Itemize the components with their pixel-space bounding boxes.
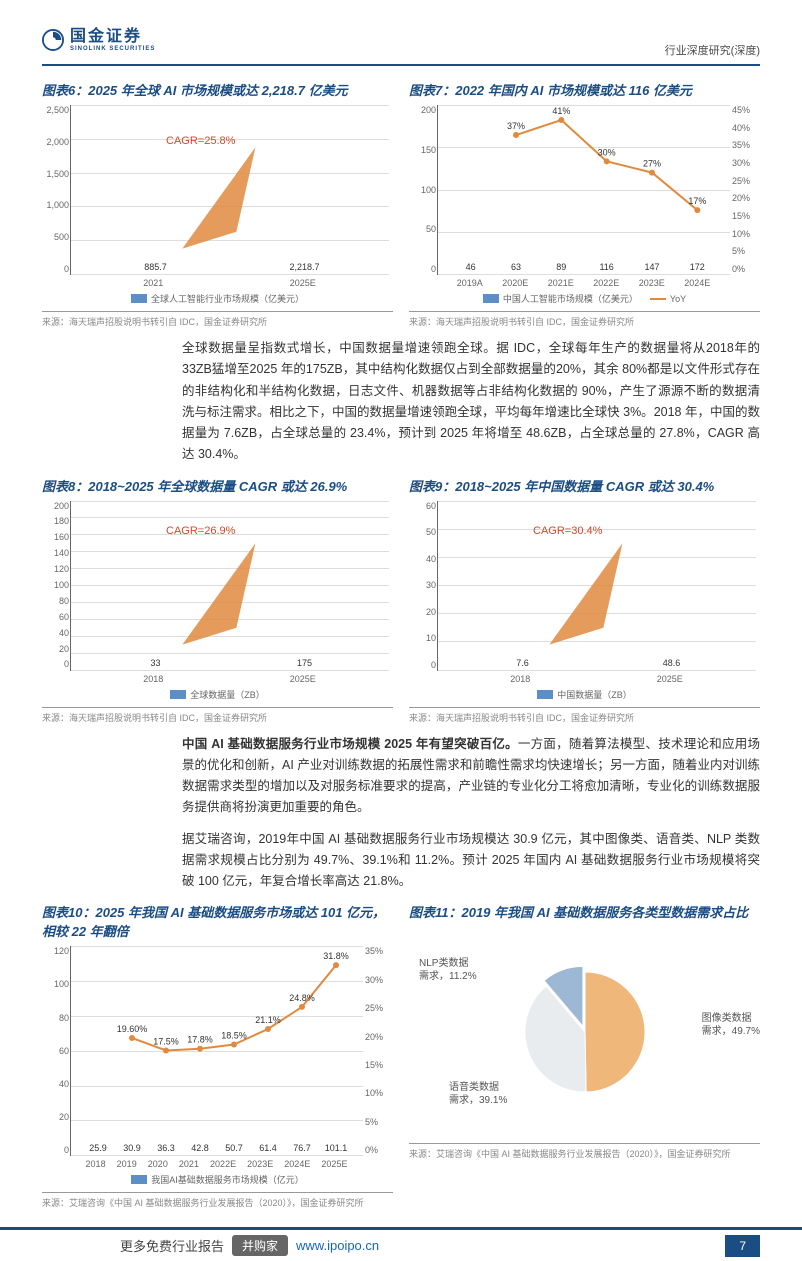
chart7: 200150100500 45%40%35%30%25%20%15%10%5%0… xyxy=(437,105,730,275)
chart6: 2,5002,0001,5001,0005000 CAGR=25.8% 885.… xyxy=(70,105,389,275)
chart9-title: 图表9：2018~2025 年中国数据量 CAGR 或达 30.4% xyxy=(409,476,760,495)
logo-cn: 国金证券 xyxy=(70,28,155,46)
para2-bold: 中国 AI 基础数据服务行业市场规模 2025 年有望突破百亿。 xyxy=(182,737,518,751)
svg-text:21.1%: 21.1% xyxy=(255,1015,281,1025)
page-number: 7 xyxy=(725,1235,760,1257)
logo-icon xyxy=(42,29,64,51)
chart11-block: 图表11：2019 年我国 AI 基础数据服务各类型数据需求占比 NLP类数据需… xyxy=(409,902,760,1209)
chart6-block: 图表6：2025 年全球 AI 市场规模或达 2,218.7 亿美元 2,500… xyxy=(42,80,393,328)
logo: 国金证券 SINOLINK SECURITIES xyxy=(42,28,155,52)
svg-text:31.8%: 31.8% xyxy=(323,951,349,961)
chart8-title: 图表8：2018~2025 年全球数据量 CAGR 或达 26.9% xyxy=(42,476,393,495)
pie-label-voice: 语音类数据需求，39.1% xyxy=(449,1081,507,1107)
svg-text:17.8%: 17.8% xyxy=(187,1035,213,1045)
chart9-block: 图表9：2018~2025 年中国数据量 CAGR 或达 30.4% 60504… xyxy=(409,476,760,724)
svg-text:17.5%: 17.5% xyxy=(153,1037,179,1047)
chart9-source: 来源：海天瑞声招股说明书转引自 IDC，国金证券研究所 xyxy=(409,707,760,724)
chart11-title: 图表11：2019 年我国 AI 基础数据服务各类型数据需求占比 xyxy=(409,902,760,921)
footer-url[interactable]: www.ipoipo.cn xyxy=(296,1238,379,1253)
chart7-legend-bar: 中国人工智能市场规模（亿美元） xyxy=(503,292,638,305)
paragraph-1: 全球数据量呈指数式增长，中国数据量增速领跑全球。据 IDC，全球每年生产的数据量… xyxy=(182,338,760,466)
chart11-source: 来源：艾瑞咨询《中国 AI 基础数据服务行业发展报告（2020）》，国金证券研究… xyxy=(409,1143,760,1160)
chart6-legend: 全球人工智能行业市场规模（亿美元） xyxy=(151,292,304,305)
svg-text:19.60%: 19.60% xyxy=(117,1024,148,1034)
footer-text: 更多免费行业报告 xyxy=(120,1236,224,1255)
footer-badge: 并购家 xyxy=(232,1235,288,1256)
chart8-block: 图表8：2018~2025 年全球数据量 CAGR 或达 26.9% 20018… xyxy=(42,476,393,724)
chart7-legend-line: YoY xyxy=(670,294,686,304)
svg-text:37%: 37% xyxy=(507,121,525,131)
chart7-block: 图表7：2022 年国内 AI 市场规模或达 116 亿美元 200150100… xyxy=(409,80,760,328)
chart8: 200180160140120100806040200 CAGR=26.9% 3… xyxy=(70,501,389,671)
chart6-title: 图表6：2025 年全球 AI 市场规模或达 2,218.7 亿美元 xyxy=(42,80,393,99)
chart8-legend: 全球数据量（ZB） xyxy=(190,688,265,701)
chart10-source: 来源：艾瑞咨询《中国 AI 基础数据服务行业发展报告（2020）》，国金证券研究… xyxy=(42,1192,393,1209)
logo-en: SINOLINK SECURITIES xyxy=(70,46,155,53)
pie-label-nlp: NLP类数据需求，11.2% xyxy=(419,957,477,983)
svg-text:17%: 17% xyxy=(688,196,706,206)
svg-text:27%: 27% xyxy=(643,159,661,169)
svg-text:18.5%: 18.5% xyxy=(221,1031,247,1041)
chart7-source: 来源：海天瑞声招股说明书转引自 IDC，国金证券研究所 xyxy=(409,311,760,328)
chart11-pie: NLP类数据需求，11.2% 图像类数据需求，49.7% 语音类数据需求，39.… xyxy=(409,927,760,1137)
svg-text:30%: 30% xyxy=(598,147,616,157)
chart9: 6050403020100 CAGR=30.4% 7.648.6 xyxy=(437,501,756,671)
chart10-block: 图表10：2025 年我国 AI 基础数据服务市场或达 101 亿元，相较 22… xyxy=(42,902,393,1209)
header-category: 行业深度研究(深度) xyxy=(665,42,760,58)
pie-label-image: 图像类数据需求，49.7% xyxy=(702,1012,760,1038)
page-header: 国金证券 SINOLINK SECURITIES 行业深度研究(深度) xyxy=(42,28,760,66)
chart8-source: 来源：海天瑞声招股说明书转引自 IDC，国金证券研究所 xyxy=(42,707,393,724)
chart7-title: 图表7：2022 年国内 AI 市场规模或达 116 亿美元 xyxy=(409,80,760,99)
svg-text:24.8%: 24.8% xyxy=(289,993,315,1003)
chart10-legend: 我国AI基础数据服务市场规模（亿元） xyxy=(151,1173,304,1186)
chart6-source: 来源：海天瑞声招股说明书转引自 IDC，国金证券研究所 xyxy=(42,311,393,328)
chart9-legend: 中国数据量（ZB） xyxy=(557,688,632,701)
paragraph-2: 中国 AI 基础数据服务行业市场规模 2025 年有望突破百亿。一方面，随着算法… xyxy=(182,734,760,819)
chart10: 120100806040200 35%30%25%20%15%10%5%0% 2… xyxy=(70,946,363,1156)
svg-text:41%: 41% xyxy=(552,106,570,116)
page-footer: 更多免费行业报告 并购家 www.ipoipo.cn 7 xyxy=(0,1227,802,1261)
paragraph-3: 据艾瑞咨询，2019年中国 AI 基础数据服务行业市场规模达 30.9 亿元，其… xyxy=(182,829,760,893)
chart10-title: 图表10：2025 年我国 AI 基础数据服务市场或达 101 亿元，相较 22… xyxy=(42,902,393,940)
